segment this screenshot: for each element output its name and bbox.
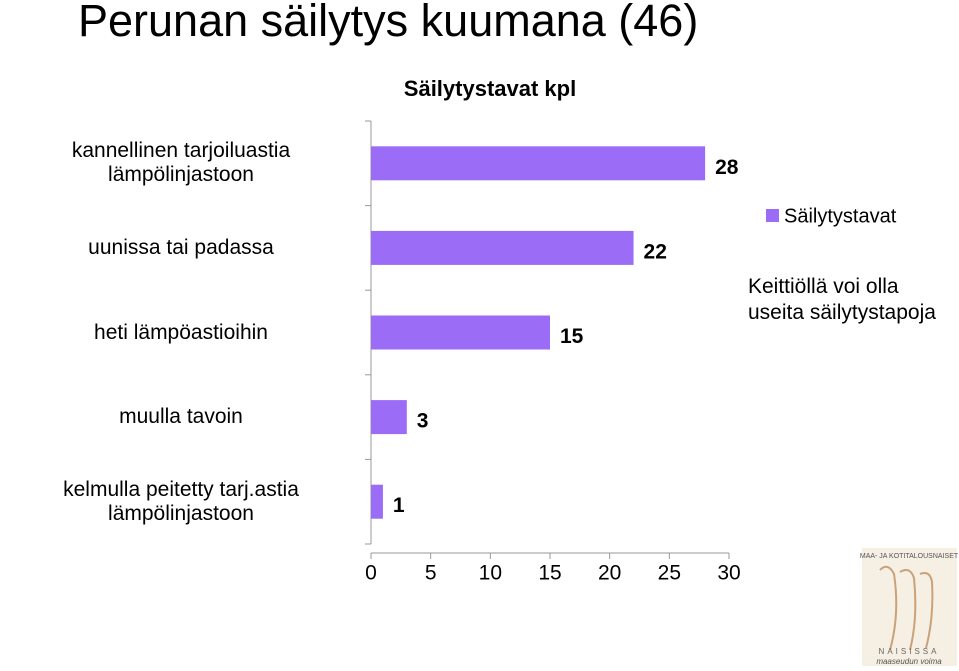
y-tick-label: muulla tavoin — [119, 405, 243, 429]
chart-title: Säilytystavat kpl — [404, 76, 576, 101]
bar — [371, 230, 634, 265]
logo-figures — [879, 565, 934, 651]
slide-title: Perunan säilytys kuumana (46) — [78, 0, 698, 46]
legend-swatch — [766, 209, 779, 222]
logo-top: MAA- JA KOTITALOUSNAISET — [860, 553, 959, 560]
x-tick-label: 20 — [598, 562, 621, 585]
value-label: 1 — [393, 494, 405, 517]
bar — [371, 400, 407, 435]
logo: MAA- JA KOTITALOUSNAISET NAISISSA maaseu… — [860, 548, 959, 666]
y-tick-label: kannellinen tarjoiluastia lämpölinjastoo… — [71, 139, 291, 187]
legend-label: Säilytystavat — [784, 205, 897, 227]
x-tick-label: 10 — [479, 562, 502, 585]
x-tick-label: 0 — [365, 562, 377, 585]
x-tick-label: 15 — [538, 562, 561, 585]
value-label: 22 — [644, 240, 667, 263]
x-tick-label: 5 — [425, 562, 437, 585]
value-label: 3 — [417, 410, 429, 433]
annotation: Keittiöllä voi olla useita säilytystapoj… — [748, 275, 936, 324]
logo-bottom: NAISISSA — [879, 647, 940, 656]
bar — [371, 484, 383, 519]
logo-tagline: maaseudun voima — [876, 657, 942, 666]
value-label: 28 — [715, 156, 739, 179]
bar — [371, 315, 550, 350]
value-label: 15 — [560, 325, 584, 348]
bar — [371, 146, 706, 181]
y-tick-label: heti lämpöastioihin — [94, 320, 268, 344]
x-tick-label: 25 — [658, 562, 681, 585]
logo-bg — [862, 548, 957, 666]
y-tick-label: kelmulla peitetty tarj.astia lämpölinjas… — [63, 477, 299, 525]
y-tick-label: uunissa tai padassa — [88, 235, 274, 259]
x-tick-label: 30 — [717, 562, 740, 585]
